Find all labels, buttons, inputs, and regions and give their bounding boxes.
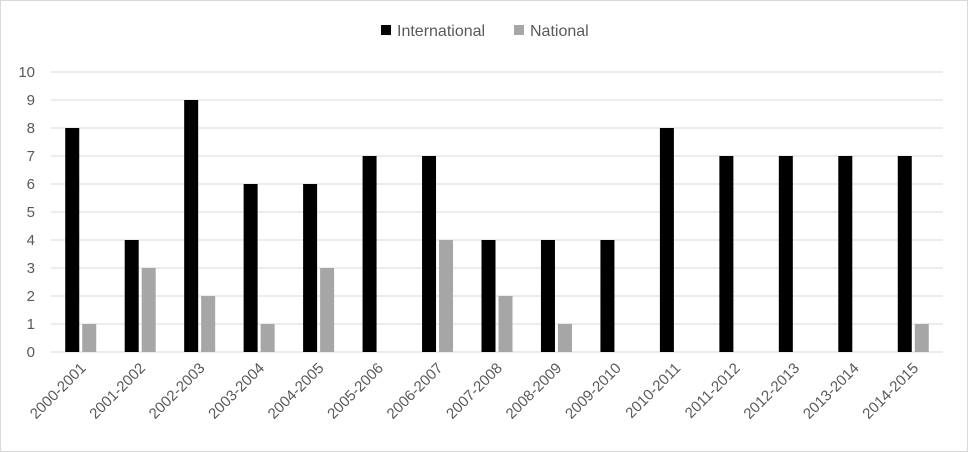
- x-tick-label: 2007-2008: [443, 360, 506, 423]
- x-tick-label: 2009-2010: [562, 360, 625, 423]
- bars: [65, 100, 929, 352]
- bar-international-2009-2010: [600, 240, 615, 352]
- x-tick-label: 2012-2013: [740, 360, 803, 423]
- bar-international-2010-2011: [659, 128, 674, 352]
- x-tick-label: 2004-2005: [265, 360, 328, 423]
- y-tick-label: 8: [27, 120, 35, 137]
- bar-national-2006-2007: [439, 240, 454, 352]
- bar-international-2011-2012: [719, 156, 734, 352]
- bar-international-2002-2003: [184, 100, 199, 352]
- y-tick-label: 7: [27, 148, 35, 165]
- bar-national-2014-2015: [914, 324, 929, 352]
- legend: International National: [381, 23, 589, 40]
- bar-international-2013-2014: [838, 156, 853, 352]
- bar-international-2004-2005: [303, 184, 318, 352]
- y-tick-label: 6: [27, 176, 35, 193]
- x-tick-label: 2014-2015: [859, 360, 922, 423]
- bar-international-2014-2015: [897, 156, 912, 352]
- bar-national-2002-2003: [201, 296, 216, 352]
- y-tick-label: 2: [27, 288, 35, 305]
- bar-international-2000-2001: [65, 128, 80, 352]
- x-tick-label: 2006-2007: [384, 360, 447, 423]
- bar-international-2006-2007: [422, 156, 437, 352]
- bar-national-2001-2002: [141, 268, 156, 352]
- y-tick-label: 1: [27, 316, 35, 333]
- x-tick-label: 2008-2009: [503, 360, 566, 423]
- bar-national-2000-2001: [82, 324, 97, 352]
- bar-national-2007-2008: [498, 296, 513, 352]
- legend-swatch-national: [514, 25, 524, 35]
- x-axis-ticks: 2000-20012001-20022002-20032003-20042004…: [27, 360, 922, 423]
- bar-international-2008-2009: [540, 240, 555, 352]
- bar-international-2001-2002: [124, 240, 139, 352]
- bar-international-2007-2008: [481, 240, 496, 352]
- legend-label-international: International: [397, 23, 485, 40]
- x-tick-label: 2001-2002: [86, 360, 149, 423]
- y-tick-label: 10: [18, 64, 35, 81]
- x-tick-label: 2010-2011: [622, 360, 684, 422]
- y-axis-ticks: 0 1 2 3 4 5 6 7 8 9 10: [18, 64, 35, 361]
- legend-label-national: National: [530, 23, 589, 40]
- bar-international-2012-2013: [778, 156, 793, 352]
- gridlines: [51, 71, 943, 353]
- y-tick-label: 4: [27, 232, 35, 249]
- x-tick-label: 2005-2006: [324, 360, 387, 423]
- bar-national-2008-2009: [557, 324, 572, 352]
- x-tick-label: 2002-2003: [146, 360, 209, 423]
- x-tick-label: 2013-2014: [800, 360, 863, 423]
- y-tick-label: 3: [27, 260, 35, 277]
- y-tick-label: 0: [27, 344, 35, 361]
- x-tick-label: 2000-2001: [27, 360, 90, 423]
- legend-swatch-international: [381, 25, 391, 35]
- bar-international-2005-2006: [362, 156, 377, 352]
- x-tick-label: 2011-2012: [682, 360, 744, 422]
- y-tick-label: 9: [27, 92, 35, 109]
- y-tick-label: 5: [27, 204, 35, 221]
- bar-national-2004-2005: [320, 268, 335, 352]
- x-tick-label: 2003-2004: [205, 360, 268, 423]
- bar-national-2003-2004: [260, 324, 275, 352]
- bar-international-2003-2004: [243, 184, 258, 352]
